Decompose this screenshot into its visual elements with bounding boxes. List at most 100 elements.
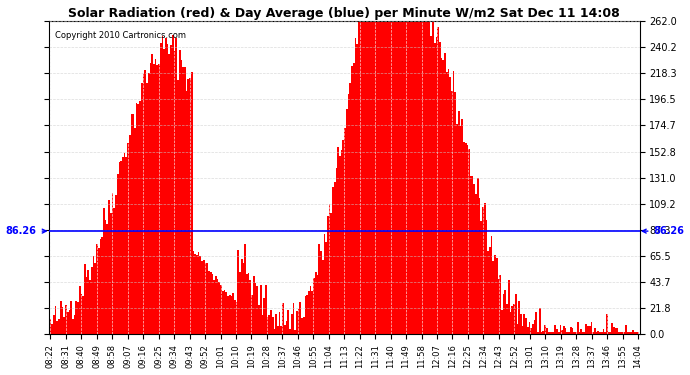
Bar: [451, 91, 453, 334]
Bar: [613, 327, 615, 334]
Bar: [504, 290, 506, 334]
Bar: [272, 318, 273, 334]
Bar: [132, 114, 134, 334]
Bar: [577, 322, 578, 334]
Bar: [568, 332, 570, 334]
Bar: [342, 140, 344, 334]
Bar: [184, 67, 186, 334]
Bar: [366, 0, 368, 334]
Bar: [306, 295, 308, 334]
Text: Copyright 2010 Cartronics.com: Copyright 2010 Cartronics.com: [55, 30, 186, 39]
Bar: [320, 251, 322, 334]
Bar: [267, 317, 268, 334]
Bar: [262, 315, 264, 334]
Bar: [585, 324, 587, 334]
Bar: [517, 324, 518, 334]
Bar: [208, 271, 210, 334]
Bar: [215, 276, 217, 334]
Bar: [275, 314, 277, 334]
Bar: [89, 280, 91, 334]
Bar: [268, 315, 270, 334]
Bar: [270, 310, 272, 334]
Bar: [98, 248, 99, 334]
Bar: [435, 37, 437, 334]
Bar: [346, 109, 348, 334]
Bar: [570, 327, 571, 334]
Bar: [427, 8, 428, 334]
Bar: [260, 285, 262, 334]
Bar: [556, 329, 558, 334]
Bar: [432, 16, 434, 334]
Bar: [82, 296, 84, 334]
Bar: [508, 280, 510, 334]
Bar: [203, 260, 205, 334]
Bar: [167, 44, 168, 334]
Bar: [150, 63, 151, 334]
Bar: [397, 0, 400, 334]
Bar: [286, 321, 287, 334]
Bar: [50, 319, 51, 334]
Bar: [117, 174, 119, 334]
Bar: [571, 328, 573, 334]
Bar: [411, 0, 413, 334]
Bar: [351, 66, 353, 334]
Bar: [334, 182, 335, 334]
Bar: [356, 44, 358, 334]
Bar: [227, 296, 229, 334]
Bar: [437, 27, 439, 334]
Bar: [608, 332, 609, 334]
Bar: [105, 220, 106, 334]
Bar: [404, 0, 406, 334]
Bar: [564, 327, 566, 334]
Bar: [310, 286, 311, 334]
Bar: [625, 325, 627, 334]
Bar: [441, 58, 442, 334]
Bar: [472, 176, 473, 334]
Bar: [144, 70, 146, 334]
Bar: [175, 38, 177, 334]
Bar: [522, 326, 524, 334]
Bar: [632, 330, 633, 334]
Bar: [289, 329, 290, 334]
Bar: [137, 104, 139, 334]
Bar: [417, 0, 418, 334]
Bar: [611, 323, 613, 334]
Bar: [373, 0, 375, 334]
Bar: [616, 328, 618, 334]
Bar: [444, 53, 446, 334]
Bar: [241, 259, 243, 334]
Bar: [337, 147, 339, 334]
Bar: [587, 326, 589, 334]
Bar: [328, 204, 331, 334]
Bar: [620, 332, 622, 334]
Bar: [394, 0, 396, 334]
Bar: [494, 255, 496, 334]
Bar: [234, 300, 236, 334]
Bar: [573, 332, 575, 334]
Bar: [453, 71, 455, 334]
Bar: [428, 0, 431, 334]
Bar: [462, 119, 463, 334]
Bar: [164, 49, 165, 334]
Bar: [375, 0, 377, 334]
Bar: [193, 251, 195, 334]
Bar: [284, 326, 286, 334]
Bar: [158, 63, 160, 334]
Bar: [553, 332, 555, 334]
Bar: [393, 0, 394, 334]
Bar: [580, 329, 582, 334]
Bar: [195, 254, 196, 334]
Bar: [313, 278, 315, 334]
Bar: [630, 332, 632, 334]
Bar: [318, 244, 320, 334]
Bar: [525, 318, 527, 334]
Bar: [206, 263, 208, 334]
Bar: [418, 0, 420, 334]
Bar: [287, 310, 289, 334]
Bar: [466, 145, 469, 334]
Bar: [339, 156, 341, 334]
Bar: [253, 276, 255, 334]
Bar: [341, 150, 342, 334]
Bar: [212, 274, 213, 334]
Bar: [406, 0, 408, 334]
